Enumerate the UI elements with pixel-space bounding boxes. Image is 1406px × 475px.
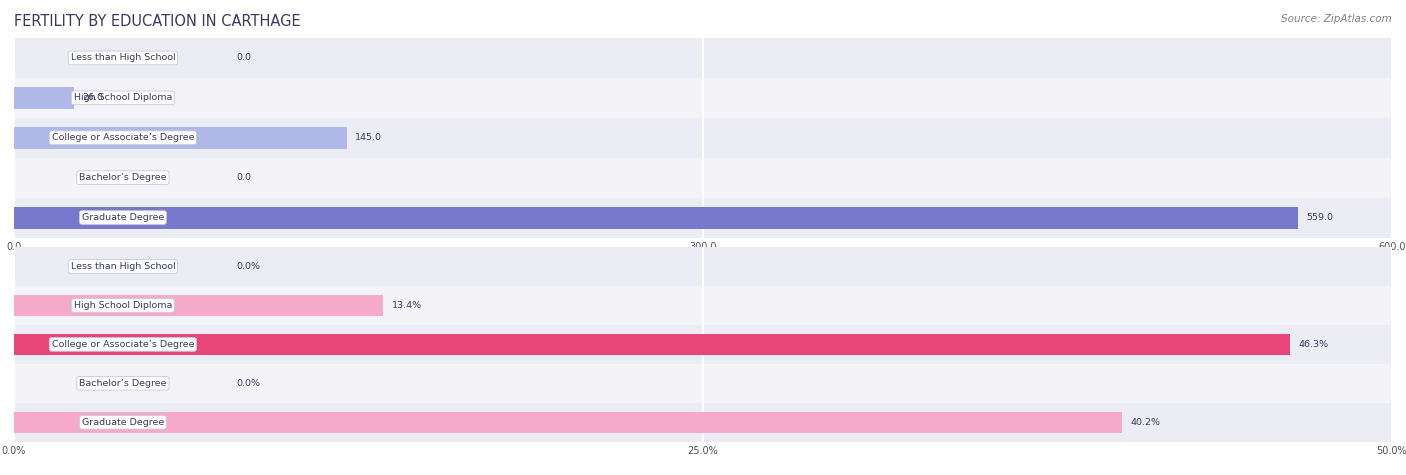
Text: 559.0: 559.0: [1306, 213, 1333, 222]
Text: College or Associate’s Degree: College or Associate’s Degree: [52, 340, 194, 349]
Bar: [14, 286, 1392, 325]
Text: Bachelor’s Degree: Bachelor’s Degree: [79, 379, 167, 388]
Bar: [14, 364, 1392, 403]
Text: Less than High School: Less than High School: [70, 262, 176, 271]
Text: Source: ZipAtlas.com: Source: ZipAtlas.com: [1281, 14, 1392, 24]
Bar: [14, 294, 384, 316]
Text: 0.0: 0.0: [236, 54, 250, 62]
Text: High School Diploma: High School Diploma: [73, 301, 172, 310]
Text: 145.0: 145.0: [356, 133, 382, 142]
Text: Less than High School: Less than High School: [70, 54, 176, 62]
Bar: [14, 198, 1392, 238]
Text: Graduate Degree: Graduate Degree: [82, 213, 165, 222]
Bar: [14, 333, 1289, 355]
Text: Bachelor’s Degree: Bachelor’s Degree: [79, 173, 167, 182]
Bar: [14, 403, 1392, 442]
Bar: [14, 78, 1392, 118]
Text: High School Diploma: High School Diploma: [73, 94, 172, 102]
Text: 46.3%: 46.3%: [1298, 340, 1329, 349]
Text: Graduate Degree: Graduate Degree: [82, 418, 165, 427]
Bar: [14, 207, 1298, 228]
Text: 40.2%: 40.2%: [1130, 418, 1160, 427]
Bar: [14, 247, 1392, 286]
Text: FERTILITY BY EDUCATION IN CARTHAGE: FERTILITY BY EDUCATION IN CARTHAGE: [14, 14, 301, 29]
Bar: [14, 118, 1392, 158]
Bar: [14, 127, 347, 149]
Text: 26.0: 26.0: [82, 94, 103, 102]
Bar: [14, 87, 73, 109]
Bar: [14, 38, 1392, 78]
Bar: [14, 411, 1122, 433]
Text: 13.4%: 13.4%: [392, 301, 422, 310]
Text: 0.0%: 0.0%: [236, 379, 260, 388]
Text: 0.0: 0.0: [236, 173, 250, 182]
Text: College or Associate’s Degree: College or Associate’s Degree: [52, 133, 194, 142]
Text: 0.0%: 0.0%: [236, 262, 260, 271]
Bar: [14, 158, 1392, 198]
Bar: [14, 325, 1392, 364]
